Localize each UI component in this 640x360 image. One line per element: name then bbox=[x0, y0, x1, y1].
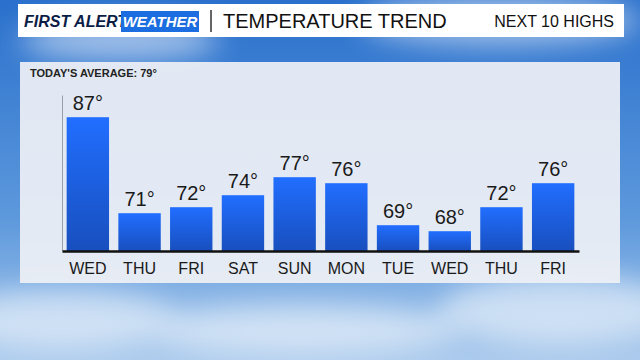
bar bbox=[480, 207, 522, 251]
x-tick: TUE bbox=[382, 260, 414, 277]
bar bbox=[532, 183, 574, 251]
x-tick: MON bbox=[328, 260, 365, 277]
x-tick-label: THU bbox=[123, 260, 156, 277]
x-tick-label: WED bbox=[431, 260, 468, 277]
x-axis: WED THU FRI SAT SUN MON TUE WED THU FRI bbox=[63, 252, 580, 278]
bar bbox=[67, 117, 109, 251]
x-tick-label: SUN bbox=[278, 260, 312, 277]
bar bbox=[377, 225, 419, 251]
logo-box bbox=[121, 11, 199, 32]
logo-text: FIRST ALERT bbox=[24, 13, 128, 30]
bar bbox=[170, 207, 212, 251]
x-tick-label: FRI bbox=[178, 260, 204, 277]
data-label: 69° bbox=[383, 200, 413, 222]
data-label: 72° bbox=[176, 182, 206, 204]
bar bbox=[118, 213, 160, 251]
title: TEMPERATURE TREND bbox=[223, 10, 447, 32]
subtitle: NEXT 10 HIGHS bbox=[494, 13, 614, 30]
data-label: 87° bbox=[73, 92, 103, 114]
baseline bbox=[63, 250, 580, 253]
bars bbox=[67, 117, 575, 251]
cloud bbox=[140, 305, 460, 355]
cloud bbox=[0, 290, 180, 350]
data-labels: 87° 71° 72° 74° 77° 76° 69° 68° 72° 76° bbox=[73, 92, 569, 228]
x-tick: FRI bbox=[178, 260, 204, 277]
header-bar bbox=[18, 4, 624, 37]
x-tick-label: TUE bbox=[382, 260, 414, 277]
data-label: 76° bbox=[331, 158, 361, 180]
y-axis bbox=[62, 96, 63, 252]
x-tick: SAT bbox=[228, 260, 258, 277]
chart-svg: FIRST ALERTWEATHER TEMPERATURE TREND NEXT … bbox=[0, 0, 640, 360]
x-tick-label: FRI bbox=[540, 260, 566, 277]
data-label: 76° bbox=[538, 158, 568, 180]
x-tick-label: WED bbox=[69, 260, 106, 277]
y-axis-line bbox=[62, 96, 63, 252]
divider bbox=[210, 10, 212, 32]
annotation: TODAY'S AVERAGE: 79° bbox=[30, 67, 157, 79]
bar bbox=[429, 231, 471, 251]
x-tick: FRI bbox=[540, 260, 566, 277]
x-tick-label: MON bbox=[328, 260, 365, 277]
data-label: 77° bbox=[280, 152, 310, 174]
panel bbox=[20, 62, 620, 283]
header: FIRST ALERTWEATHER TEMPERATURE TREND NEXT … bbox=[18, 4, 624, 37]
x-tick: WED bbox=[69, 260, 106, 277]
x-tick-label: SAT bbox=[228, 260, 258, 277]
bar bbox=[222, 195, 264, 251]
bar bbox=[273, 177, 315, 251]
data-label: 71° bbox=[124, 188, 154, 210]
x-tick: THU bbox=[123, 260, 156, 277]
data-label: 74° bbox=[228, 170, 258, 192]
cloud bbox=[440, 275, 640, 345]
x-tick: THU bbox=[485, 260, 518, 277]
bar bbox=[325, 183, 367, 251]
logo-text: WEATHER bbox=[123, 13, 198, 30]
x-tick-label: THU bbox=[485, 260, 518, 277]
data-label: 68° bbox=[435, 206, 465, 228]
x-tick: WED bbox=[431, 260, 468, 277]
clouds bbox=[0, 0, 640, 355]
x-tick: SUN bbox=[278, 260, 312, 277]
data-label: 72° bbox=[486, 182, 516, 204]
